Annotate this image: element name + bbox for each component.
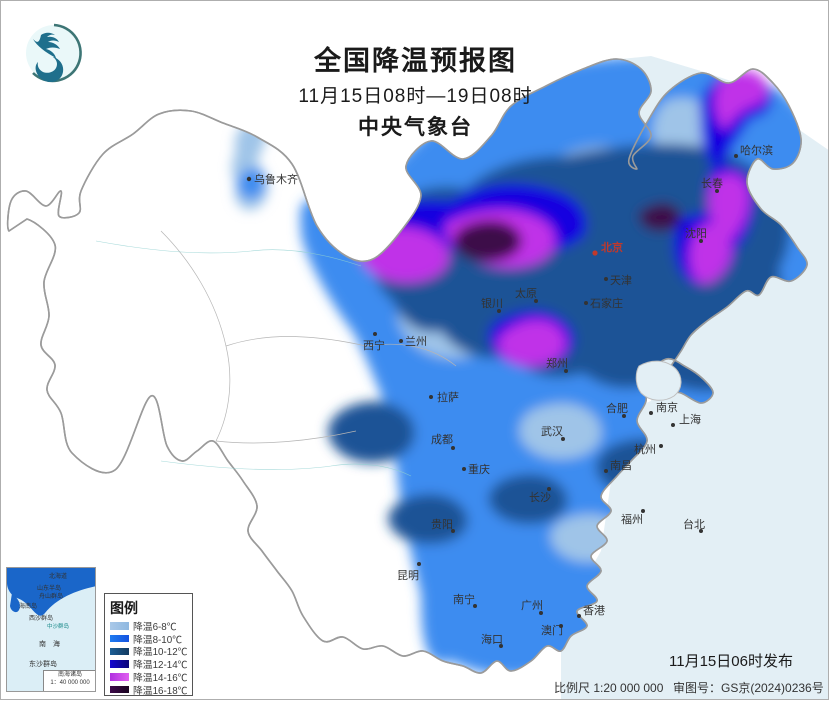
- svg-text:郑州: 郑州: [546, 356, 568, 370]
- svg-text:长春: 长春: [701, 177, 723, 190]
- svg-text:福州: 福州: [621, 512, 643, 526]
- svg-text:海南岛: 海南岛: [19, 602, 37, 610]
- svg-text:舟山群岛: 舟山群岛: [39, 592, 63, 600]
- svg-text:杭州: 杭州: [634, 442, 656, 456]
- svg-text:台北: 台北: [683, 517, 705, 531]
- svg-text:哈尔滨: 哈尔滨: [740, 143, 773, 157]
- svg-text:北海道: 北海道: [49, 572, 67, 580]
- svg-text:东沙群岛: 东沙群岛: [29, 659, 57, 668]
- svg-text:海口: 海口: [481, 632, 503, 646]
- svg-text:山东半岛: 山东半岛: [37, 584, 61, 592]
- svg-text:上海: 上海: [679, 412, 701, 426]
- svg-text:兰州: 兰州: [405, 335, 427, 348]
- svg-text:南昌: 南昌: [610, 459, 632, 472]
- svg-text:太原: 太原: [515, 287, 537, 300]
- svg-text:贵阳: 贵阳: [431, 518, 453, 531]
- svg-text:天津: 天津: [610, 274, 632, 287]
- svg-text:澳门: 澳门: [541, 623, 563, 637]
- svg-text:南 海: 南 海: [39, 639, 60, 648]
- svg-text:成都: 成都: [431, 433, 453, 446]
- svg-text:武汉: 武汉: [541, 425, 563, 438]
- svg-text:重庆: 重庆: [468, 462, 490, 476]
- svg-text:西宁: 西宁: [363, 338, 385, 352]
- svg-text:合肥: 合肥: [606, 401, 628, 415]
- svg-text:南京: 南京: [656, 400, 678, 414]
- svg-text:广州: 广州: [521, 599, 543, 612]
- svg-text:乌鲁木齐: 乌鲁木齐: [254, 172, 298, 186]
- svg-text:北京: 北京: [601, 240, 623, 254]
- svg-text:银川: 银川: [481, 296, 503, 310]
- svg-text:香港: 香港: [583, 604, 605, 617]
- svg-text:沈阳: 沈阳: [685, 226, 707, 240]
- svg-text:南宁: 南宁: [453, 592, 475, 606]
- svg-text:昆明: 昆明: [397, 569, 419, 582]
- svg-text:长沙: 长沙: [529, 491, 551, 504]
- svg-text:西沙群岛: 西沙群岛: [29, 614, 53, 622]
- svg-text:拉萨: 拉萨: [437, 390, 459, 404]
- svg-text:中沙群岛: 中沙群岛: [47, 622, 70, 630]
- svg-text:石家庄: 石家庄: [590, 296, 623, 310]
